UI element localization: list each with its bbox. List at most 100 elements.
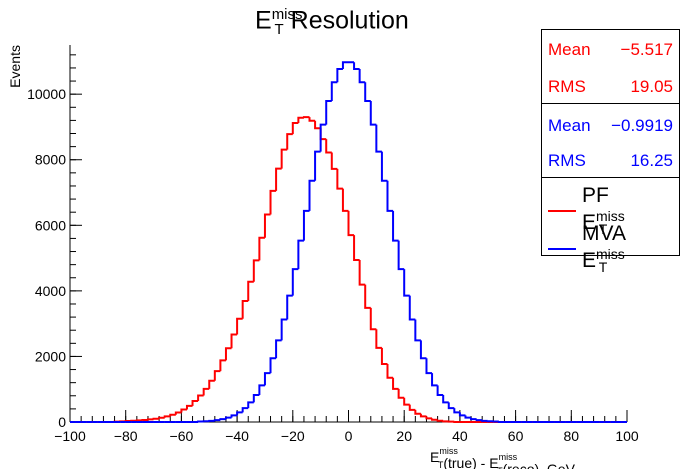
pf-histogram-bin: [252, 259, 260, 282]
x-tick-label: −40: [225, 428, 249, 444]
y-tick-label: 10000: [27, 86, 66, 102]
y-axis-label: Events: [7, 45, 23, 88]
x-tick-label: −60: [170, 428, 194, 444]
mva-histogram-bin: [269, 357, 277, 374]
pf-histogram-bin: [358, 260, 366, 286]
pf-histogram-bin: [213, 370, 221, 381]
mva-histogram-bin: [319, 123, 327, 152]
pf-mean-row: Mean −5.517: [548, 40, 673, 60]
pf-histogram-bin: [146, 418, 154, 421]
mva-histogram-bin: [286, 294, 293, 320]
pf-histogram-bin: [152, 417, 160, 420]
mva-histogram-bin: [302, 209, 310, 241]
pf-mean-value: −5.517: [620, 40, 673, 59]
pf-histogram-bin: [403, 397, 410, 406]
legend: PF EmissT MVA EmissT: [541, 177, 680, 275]
mva-histogram-bin: [414, 319, 421, 342]
chart-title: EmissT Resolution: [255, 6, 409, 39]
pf-rms-value: 19.05: [630, 77, 673, 96]
y-tick-label: 2000: [35, 348, 66, 364]
pf-histogram-bin: [197, 394, 204, 402]
pf-histogram-bin: [247, 280, 254, 302]
x-tick-label: −20: [281, 428, 305, 444]
pf-histogram-bin: [325, 139, 332, 154]
pf-histogram-bin: [286, 133, 293, 150]
pf-histogram-bin: [353, 235, 360, 262]
pf-histogram-bin: [302, 116, 310, 119]
mva-histogram-bin: [458, 412, 466, 417]
mva-histogram-bin: [297, 239, 304, 270]
pf-histogram-bin: [185, 404, 193, 410]
mva-histogram-bin: [392, 210, 399, 242]
x-tick-label: 100: [615, 428, 639, 444]
mva-histogram-bin: [224, 416, 232, 420]
mva-histogram-bin: [341, 61, 349, 70]
legend-pf-swatch: [548, 209, 576, 212]
legend-entry-mva: MVA EmissT: [548, 222, 656, 275]
mva-histogram-bin: [325, 100, 332, 125]
pf-histogram-bin: [208, 379, 215, 389]
x-axis-label: EmissT(true) - EmissT(reco), GeV: [430, 446, 576, 469]
mva-histogram-bin: [475, 419, 483, 422]
mva-histogram-bin: [330, 81, 338, 102]
mva-histogram-bin: [258, 384, 265, 395]
pf-histogram-bin: [392, 377, 399, 390]
pf-histogram-bin: [442, 420, 449, 423]
pf-histogram-bin: [219, 359, 226, 372]
mva-mean-value: −0.9919: [611, 116, 673, 135]
x-tick-label: −80: [114, 428, 138, 444]
mva-histogram-bin: [431, 373, 438, 387]
mva-histogram-bin: [252, 393, 260, 403]
pf-histogram-bin: [347, 210, 355, 237]
pf-histogram-bin: [202, 387, 210, 396]
mva-histogram-bin: [481, 419, 488, 422]
pf-histogram-bin: [275, 167, 282, 191]
pf-histogram-bin: [425, 416, 433, 420]
x-tick-label: −100: [54, 428, 86, 444]
mva-rms-row: RMS 16.25: [548, 151, 673, 171]
mva-mean-row: Mean −0.9919: [548, 116, 673, 136]
pf-histogram-bin: [158, 416, 165, 419]
pf-histogram-bin: [408, 404, 416, 411]
x-tick-label: 40: [452, 428, 468, 444]
mva-histogram-bin: [263, 372, 271, 386]
pf-mean-label: Mean: [548, 40, 591, 59]
pf-histogram-bin: [263, 213, 271, 238]
x-tick-label: 0: [345, 428, 353, 444]
pf-histogram-bin: [380, 347, 388, 365]
mva-histogram-bin: [380, 151, 388, 182]
mva-histogram-bin: [291, 268, 299, 296]
x-tick-label: 60: [508, 428, 524, 444]
pf-histogram-bin: [230, 333, 238, 349]
pf-histogram-bin: [269, 189, 277, 215]
mva-histogram-bin: [241, 407, 249, 413]
pf-histogram-bin: [280, 148, 288, 169]
y-tick-label: 8000: [35, 152, 66, 168]
legend-entry-pf: PF EmissT: [548, 184, 640, 237]
mva-histogram-bin: [230, 414, 238, 418]
pf-rms-label: RMS: [548, 77, 586, 96]
mva-histogram-bin: [447, 402, 455, 410]
pf-histogram-bin: [308, 117, 316, 122]
axis-labels: −100 −80 −60 −40 −20 0 20 40 60 80 100 0 2000 4000 600…: [7, 45, 639, 469]
pf-histogram-bin: [364, 284, 371, 309]
pf-histogram-bin: [174, 411, 182, 415]
pf-histogram-bin: [180, 408, 187, 413]
mva-histogram-bin: [442, 394, 449, 404]
mva-mean-label: Mean: [548, 116, 591, 135]
mva-histogram-bin: [236, 411, 243, 416]
mva-histogram-bin: [364, 82, 371, 103]
pf-histogram-bin: [436, 419, 444, 422]
mva-rms-label: RMS: [548, 151, 586, 170]
pf-histogram-bin: [386, 363, 394, 379]
legend-pf-label: PF EmissT: [582, 184, 625, 238]
pf-histogram-bin: [414, 409, 421, 415]
pf-histogram-bin: [297, 116, 304, 124]
pf-histogram-bin: [241, 300, 249, 319]
pf-histogram-bin: [191, 400, 199, 406]
pf-histogram-bin: [375, 329, 382, 349]
pf-histogram-bin: [291, 122, 299, 135]
pf-histogram-bin: [369, 307, 377, 331]
mva-histogram-bin: [213, 419, 221, 422]
